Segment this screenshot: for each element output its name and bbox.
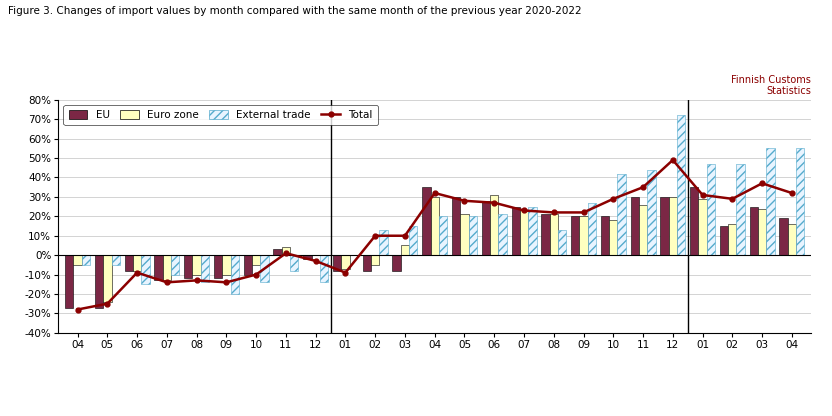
Bar <box>706 164 715 255</box>
Bar <box>252 255 260 265</box>
Bar <box>609 220 617 255</box>
Bar <box>460 214 468 255</box>
Bar <box>490 195 498 255</box>
Bar <box>780 218 788 255</box>
Bar <box>111 255 120 265</box>
Bar <box>482 201 490 255</box>
Bar <box>290 255 299 271</box>
Bar <box>788 224 796 255</box>
Bar <box>319 255 328 282</box>
Bar <box>698 199 706 255</box>
Bar <box>171 255 180 275</box>
Bar <box>82 255 90 265</box>
Bar <box>558 230 567 255</box>
Text: Finnish Customs
Statistics: Finnish Customs Statistics <box>731 75 811 97</box>
Bar <box>766 149 775 255</box>
Bar <box>409 226 418 255</box>
Bar <box>222 255 230 275</box>
Bar <box>401 245 409 255</box>
Bar <box>617 173 626 255</box>
Bar <box>184 255 192 278</box>
Bar <box>498 214 507 255</box>
Bar <box>192 255 201 275</box>
Bar <box>430 197 439 255</box>
Bar <box>631 197 639 255</box>
Bar <box>133 255 141 271</box>
Bar <box>758 208 766 255</box>
Bar <box>587 203 596 255</box>
Bar <box>393 255 401 271</box>
Bar <box>379 230 388 255</box>
Bar <box>796 149 805 255</box>
Legend: EU, Euro zone, External trade, Total: EU, Euro zone, External trade, Total <box>63 105 378 126</box>
Bar <box>73 255 82 265</box>
Bar <box>542 214 550 255</box>
Bar <box>669 197 677 255</box>
Bar <box>661 197 669 255</box>
Bar <box>452 197 460 255</box>
Text: Figure 3. Changes of import values by month compared with the same month of the : Figure 3. Changes of import values by mo… <box>8 6 582 16</box>
Bar <box>282 248 290 255</box>
Bar <box>363 255 371 271</box>
Bar <box>371 255 379 265</box>
Bar <box>677 115 686 255</box>
Bar <box>647 170 656 255</box>
Bar <box>303 255 311 259</box>
Bar <box>125 255 133 271</box>
Bar <box>214 255 222 278</box>
Bar <box>230 255 239 294</box>
Bar <box>341 255 349 269</box>
Bar <box>468 216 477 255</box>
Bar <box>333 255 341 271</box>
Bar <box>163 255 171 280</box>
Bar <box>95 255 103 307</box>
Bar <box>422 187 430 255</box>
Bar <box>274 249 282 255</box>
Bar <box>260 255 269 282</box>
Bar <box>550 214 558 255</box>
Bar <box>601 216 609 255</box>
Bar <box>720 226 728 255</box>
Bar <box>65 255 73 307</box>
Bar <box>141 255 150 284</box>
Bar <box>728 224 736 255</box>
Bar <box>103 255 111 302</box>
Bar <box>690 187 698 255</box>
Bar <box>579 216 587 255</box>
Bar <box>201 255 209 282</box>
Bar <box>520 210 528 255</box>
Bar <box>571 216 579 255</box>
Bar <box>736 164 745 255</box>
Bar <box>750 207 758 255</box>
Bar <box>528 207 537 255</box>
Bar <box>244 255 252 275</box>
Bar <box>439 216 448 255</box>
Bar <box>155 255 163 280</box>
Bar <box>639 205 647 255</box>
Bar <box>512 207 520 255</box>
